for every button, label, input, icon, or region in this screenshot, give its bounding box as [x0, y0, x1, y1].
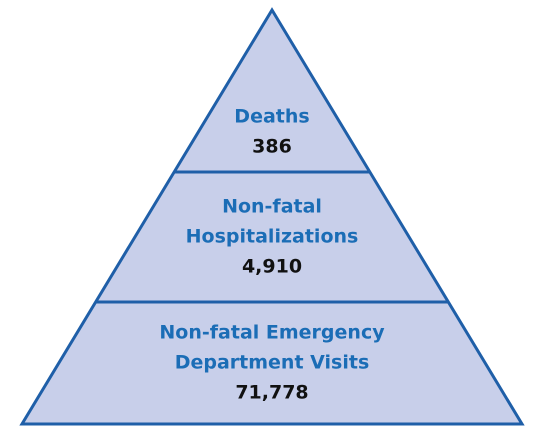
- tier-value: 71,778: [235, 382, 308, 404]
- tier-label: Deaths: [234, 106, 309, 128]
- tier-label: Hospitalizations: [186, 226, 359, 248]
- tier-value: 386: [252, 136, 292, 158]
- pyramid: [19, 7, 525, 426]
- labels: Deaths 386 Non-fatal Hospitalizations 4,910 N…: [159, 106, 385, 404]
- tier-label: Department Visits: [175, 352, 370, 374]
- tier-label: Non-fatal: [222, 196, 322, 218]
- tier-value: 4,910: [242, 256, 302, 278]
- tier-label: Non-fatal Emergency: [159, 322, 385, 344]
